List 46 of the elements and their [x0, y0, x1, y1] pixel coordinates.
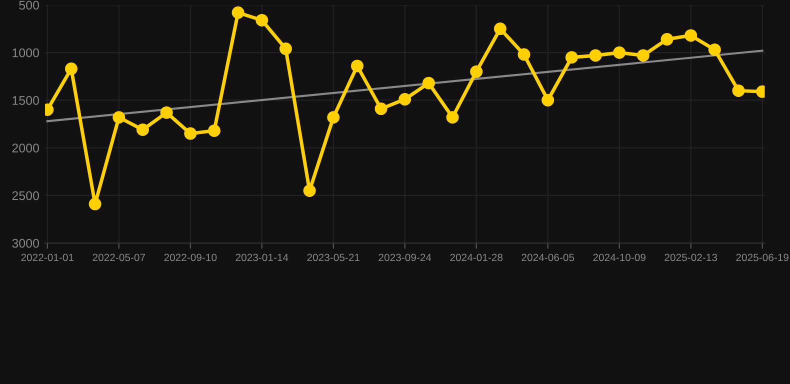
- point: [732, 84, 745, 97]
- x-tick-label: 2023-01-14: [236, 254, 288, 262]
- x-tick-label: 2022-01-01: [21, 254, 74, 262]
- point: [708, 44, 721, 56]
- x-tick-label: 2024-06-05: [522, 254, 574, 262]
- point: [327, 111, 340, 124]
- y-tick-label: 2500: [12, 191, 39, 200]
- point: [660, 33, 674, 46]
- point: [684, 29, 698, 42]
- x-tick-label: 2024-10-09: [593, 254, 646, 262]
- point: [398, 93, 412, 106]
- point: [279, 42, 292, 56]
- x-tick-label: 2023-05-21: [307, 254, 360, 262]
- point: [446, 111, 459, 124]
- point: [565, 51, 578, 64]
- y-tick-label: 1000: [12, 48, 39, 58]
- point: [136, 123, 149, 136]
- point: [184, 127, 197, 140]
- point: [256, 14, 268, 26]
- point: [112, 111, 126, 124]
- x-tick-label: 2022-09-10: [164, 254, 217, 262]
- point: [422, 76, 435, 90]
- point: [542, 94, 554, 106]
- point: [470, 65, 483, 78]
- point: [518, 48, 530, 61]
- point: [160, 106, 173, 119]
- point: [303, 184, 316, 197]
- y-tick-label: 1500: [12, 96, 39, 105]
- y-tick-label: 3000: [12, 238, 39, 248]
- point: [374, 102, 388, 116]
- point: [88, 198, 102, 210]
- point: [232, 6, 244, 19]
- point: [494, 22, 506, 36]
- point: [350, 60, 364, 72]
- x-tick-label: 2024-01-28: [450, 254, 503, 262]
- y-tick-label: 500: [19, 0, 39, 10]
- point: [208, 124, 220, 137]
- point: [64, 62, 78, 76]
- x-tick-label: 2023-09-24: [378, 254, 432, 262]
- point: [636, 49, 650, 62]
- y-tick-label: 2000: [12, 144, 39, 152]
- x-tick-label: 2022-05-07: [92, 254, 146, 262]
- point: [589, 49, 602, 62]
- x-tick-label: 2025-02-13: [664, 254, 718, 262]
- x-tick-label: 2025-06-19: [736, 254, 788, 262]
- point: [613, 46, 626, 59]
